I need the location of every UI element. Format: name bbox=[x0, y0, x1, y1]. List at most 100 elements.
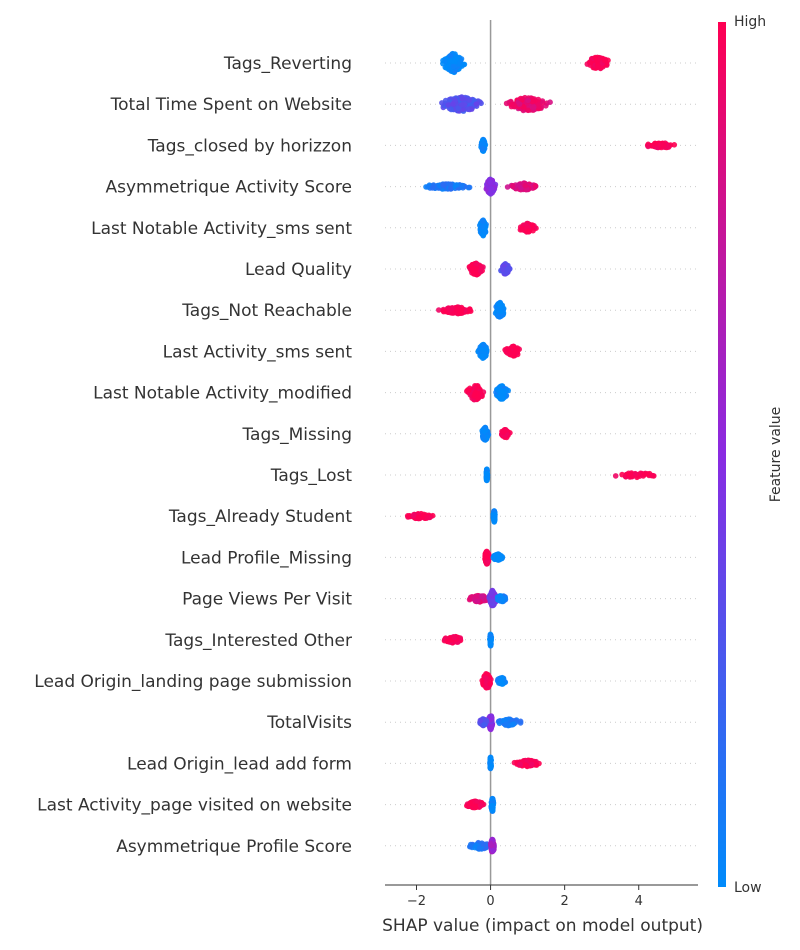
shap-point bbox=[657, 142, 663, 148]
feature-label: Tags_Not Reachable bbox=[181, 301, 352, 321]
shap-point bbox=[410, 512, 417, 519]
shap-point bbox=[612, 473, 619, 479]
shap-point bbox=[547, 99, 553, 105]
colorbar-gradient bbox=[718, 22, 726, 887]
shap-point bbox=[504, 266, 511, 272]
shap-point bbox=[661, 142, 667, 148]
shap-point bbox=[499, 395, 505, 402]
shap-point bbox=[451, 634, 458, 641]
shap-point bbox=[478, 353, 485, 360]
feature-label: Page Views Per Visit bbox=[182, 590, 352, 610]
shap-point bbox=[466, 184, 473, 191]
feature-label: Last Activity_page visited on website bbox=[37, 796, 352, 816]
feature-label: Total Time Spent on Website bbox=[110, 95, 352, 115]
shap-point bbox=[500, 429, 507, 435]
feature-label: Last Activity_sms sent bbox=[163, 342, 353, 362]
shap-point bbox=[447, 181, 454, 188]
shap-point bbox=[510, 721, 516, 728]
shap-point bbox=[495, 313, 501, 319]
feature-label: Lead Origin_lead add form bbox=[127, 754, 352, 774]
shap-point bbox=[529, 98, 536, 105]
shap-point bbox=[478, 264, 485, 271]
shap-point bbox=[484, 470, 490, 477]
shap-point bbox=[586, 59, 593, 65]
shap-point bbox=[488, 763, 494, 769]
shap-point bbox=[489, 807, 496, 813]
shap-point bbox=[528, 761, 535, 768]
shap-point bbox=[484, 475, 490, 481]
shap-point bbox=[442, 97, 449, 104]
shap-point bbox=[595, 63, 601, 70]
shap-point bbox=[535, 103, 542, 110]
shap-point bbox=[420, 514, 426, 520]
feature-label: Tags_Already Student bbox=[168, 507, 352, 527]
feature-label: Tags_closed by horizzon bbox=[147, 136, 352, 156]
x-tick-label: 2 bbox=[561, 894, 569, 909]
feature-label: Last Notable Activity_modified bbox=[93, 384, 352, 404]
shap-point bbox=[526, 228, 532, 234]
feature-label: Lead Origin_landing page submission bbox=[34, 672, 352, 692]
shap-point bbox=[525, 107, 531, 114]
feature-label: Lead Profile_Missing bbox=[181, 548, 352, 568]
shap-point bbox=[479, 218, 486, 224]
shap-point bbox=[625, 472, 632, 478]
shap-point bbox=[632, 471, 639, 477]
shap-point bbox=[485, 554, 492, 561]
shap-point bbox=[440, 182, 446, 188]
shap-point bbox=[503, 721, 509, 727]
shap-point bbox=[465, 106, 471, 113]
shap-point bbox=[488, 186, 495, 192]
shap-point bbox=[652, 140, 658, 147]
shap-point bbox=[480, 841, 487, 847]
shap-point bbox=[490, 598, 496, 605]
shap-point bbox=[488, 589, 495, 595]
shap-point bbox=[671, 142, 678, 148]
shap-point bbox=[487, 190, 493, 196]
shap-point bbox=[532, 182, 539, 189]
shap-point bbox=[443, 65, 450, 71]
feature-label: Tags_Reverting bbox=[223, 54, 352, 74]
shap-point bbox=[466, 97, 473, 103]
shap-point bbox=[449, 305, 456, 311]
shap-point bbox=[506, 348, 513, 355]
shap-point bbox=[543, 103, 549, 109]
shap-point bbox=[520, 103, 527, 110]
shap-point bbox=[481, 346, 488, 353]
shap-point bbox=[450, 63, 457, 70]
x-axis: SHAP value (impact on model output) −2 0 2… bbox=[382, 884, 703, 936]
shap-point bbox=[467, 306, 473, 312]
shap-point bbox=[597, 55, 603, 62]
shap-point bbox=[445, 101, 452, 108]
shap-point bbox=[592, 54, 598, 61]
shap-point bbox=[519, 226, 525, 233]
feature-label: Asymmetrique Profile Score bbox=[116, 837, 352, 857]
shap-point bbox=[648, 472, 655, 479]
shap-point bbox=[465, 387, 472, 394]
shap-point bbox=[458, 102, 465, 108]
shap-point bbox=[474, 598, 481, 604]
shap-point bbox=[645, 143, 651, 150]
shap-point bbox=[497, 302, 504, 308]
shap-point bbox=[429, 185, 436, 191]
shap-point bbox=[522, 182, 529, 189]
shap-point bbox=[502, 717, 509, 723]
shap-point bbox=[641, 471, 648, 477]
colorbar-high-label: High bbox=[734, 14, 766, 30]
shap-point bbox=[458, 309, 464, 315]
shap-point bbox=[456, 61, 462, 67]
shap-point bbox=[489, 795, 496, 802]
shap-point bbox=[447, 52, 454, 59]
shap-point bbox=[487, 755, 494, 761]
x-tick-label: 0 bbox=[486, 894, 494, 909]
shap-point bbox=[425, 184, 431, 190]
shap-point bbox=[442, 58, 449, 64]
shap-point bbox=[491, 515, 498, 522]
shap-point bbox=[447, 186, 454, 192]
shap-point bbox=[516, 101, 523, 107]
x-tick-label: −2 bbox=[407, 894, 426, 909]
shap-point bbox=[508, 101, 515, 108]
shap-point bbox=[477, 717, 484, 724]
shap-point bbox=[510, 183, 516, 190]
shap-point bbox=[498, 555, 505, 561]
shap-point bbox=[530, 227, 536, 234]
